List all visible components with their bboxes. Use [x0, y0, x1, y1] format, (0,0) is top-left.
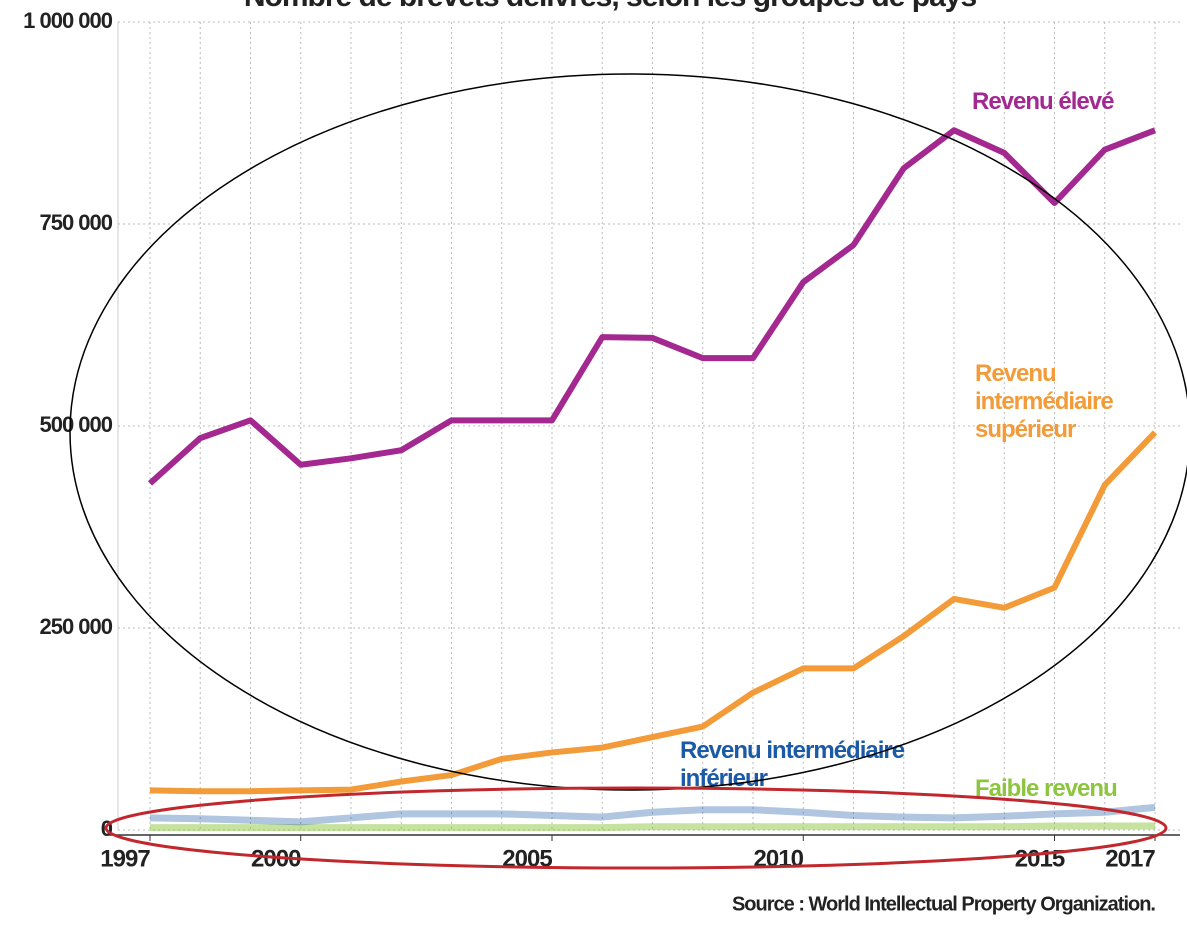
series-label: Revenu élevé: [972, 88, 1114, 115]
series-line: [149, 803, 1156, 826]
y-tick-label: 500 000: [39, 412, 112, 437]
annotation-ellipse: [104, 786, 1168, 870]
series-line: [147, 127, 1157, 486]
series-label: Revenu intermédiaire inférieur: [680, 737, 905, 792]
y-tick-label: 250 000: [39, 614, 112, 639]
source: Source : World Intellectual Property Org…: [732, 893, 1155, 915]
annotation-ellipse: [69, 73, 1187, 791]
y-tick-label: 1 000 000: [23, 8, 113, 33]
series-label: Revenu intermédiaire supérieur: [975, 360, 1114, 443]
series-line: [150, 822, 1155, 832]
chart-title: Nombre de brevets délivrés, selon les gr…: [244, 0, 977, 13]
y-tick-label: 750 000: [39, 210, 112, 235]
x-tick-label: 2017: [1105, 845, 1155, 872]
series-line: [149, 430, 1158, 795]
x-tick-label: 1997: [100, 845, 150, 872]
x-tick-label: 2015: [1015, 845, 1065, 872]
